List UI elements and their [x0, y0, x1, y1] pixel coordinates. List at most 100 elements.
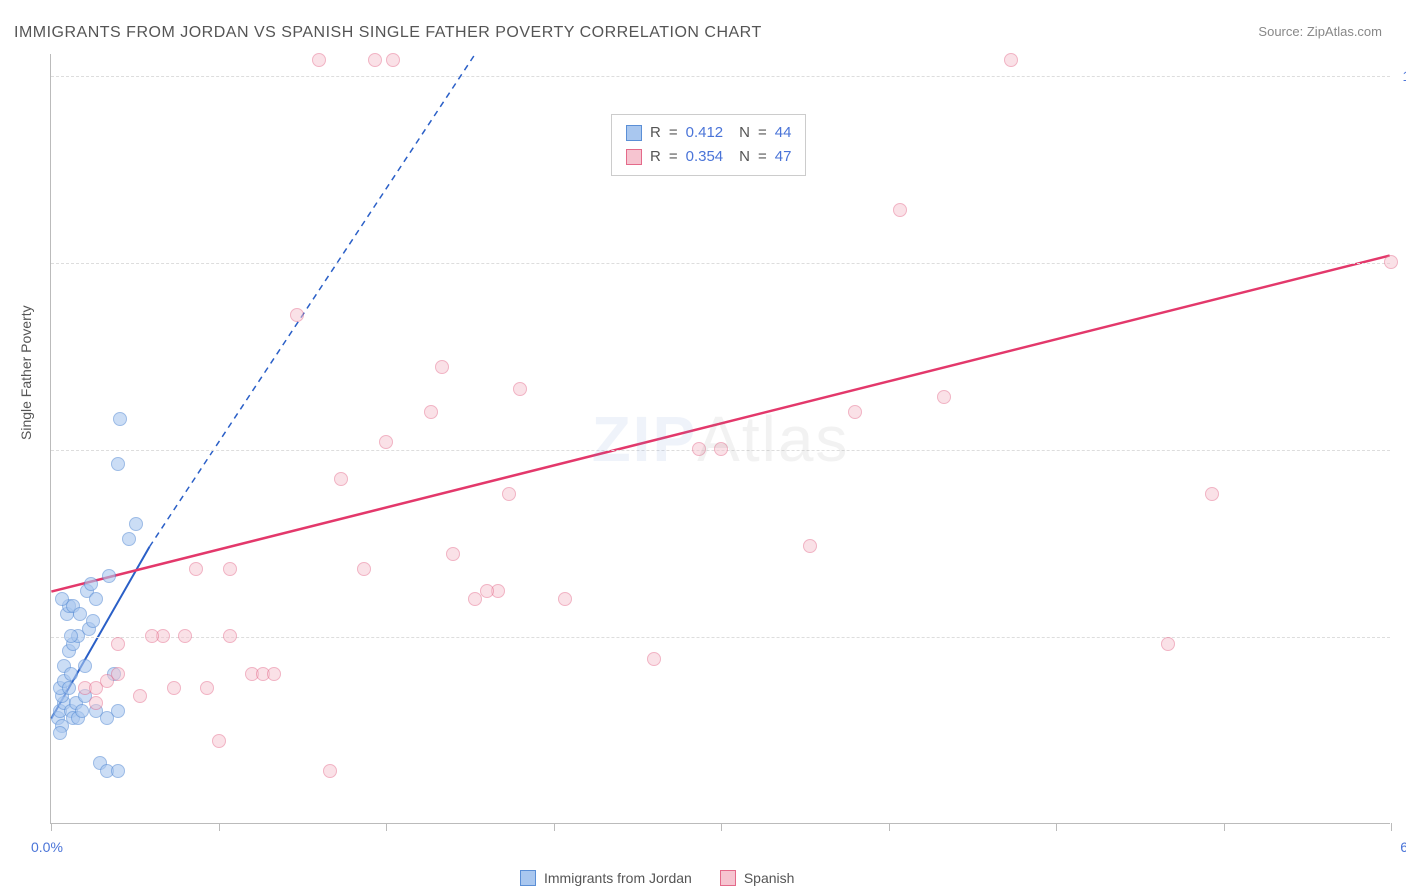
source-attribution: Source: ZipAtlas.com — [1258, 24, 1382, 39]
scatter-point — [64, 667, 78, 681]
scatter-point — [189, 562, 203, 576]
eq-sign: = — [669, 121, 678, 145]
scatter-point — [78, 659, 92, 673]
n-label: N — [739, 121, 750, 145]
trend-line — [51, 256, 1389, 592]
legend-label-2: Spanish — [744, 870, 795, 886]
eq-sign: = — [758, 121, 767, 145]
legend-item-2: Spanish — [720, 870, 795, 886]
scatter-point — [1004, 53, 1018, 67]
scatter-point — [111, 457, 125, 471]
gridline-h — [51, 637, 1390, 638]
scatter-point — [1205, 487, 1219, 501]
scatter-point — [267, 667, 281, 681]
x-tick — [889, 823, 890, 831]
scatter-point — [692, 442, 706, 456]
scatter-point — [122, 532, 136, 546]
scatter-point — [368, 53, 382, 67]
scatter-point — [167, 681, 181, 695]
legend-label-1: Immigrants from Jordan — [544, 870, 692, 886]
scatter-point — [133, 689, 147, 703]
scatter-point — [200, 681, 214, 695]
swatch-series-1-bottom — [520, 870, 536, 886]
scatter-point — [848, 405, 862, 419]
scatter-point — [480, 584, 494, 598]
scatter-point — [1384, 255, 1398, 269]
x-tick — [554, 823, 555, 831]
scatter-point — [102, 569, 116, 583]
swatch-series-1 — [626, 125, 642, 141]
scatter-point — [1161, 637, 1175, 651]
y-tick-label: 100.0% — [1403, 68, 1406, 84]
r-value-2: 0.354 — [686, 145, 724, 169]
scatter-point — [502, 487, 516, 501]
gridline-h — [51, 263, 1390, 264]
gridline-h — [51, 76, 1390, 77]
scatter-point — [64, 629, 78, 643]
plot-area: ZIPAtlas R = 0.412 N = 44 R = 0.354 N = … — [50, 54, 1390, 824]
scatter-point — [424, 405, 438, 419]
x-tick — [51, 823, 52, 831]
scatter-point — [290, 308, 304, 322]
scatter-point — [84, 577, 98, 591]
scatter-point — [111, 637, 125, 651]
scatter-point — [223, 562, 237, 576]
scatter-point — [89, 592, 103, 606]
scatter-point — [62, 681, 76, 695]
scatter-point — [714, 442, 728, 456]
scatter-point — [334, 472, 348, 486]
n-value-2: 47 — [775, 145, 792, 169]
scatter-point — [323, 764, 337, 778]
scatter-point — [111, 704, 125, 718]
swatch-series-2 — [626, 149, 642, 165]
scatter-point — [386, 53, 400, 67]
y-axis-title: Single Father Poverty — [18, 305, 34, 440]
x-tick — [1056, 823, 1057, 831]
scatter-point — [75, 704, 89, 718]
scatter-point — [73, 607, 87, 621]
x-tick — [1224, 823, 1225, 831]
scatter-point — [113, 412, 127, 426]
x-tick — [219, 823, 220, 831]
scatter-point — [803, 539, 817, 553]
scatter-point — [53, 726, 67, 740]
legend-bottom: Immigrants from Jordan Spanish — [520, 870, 794, 886]
x-axis-max-label: 60.0% — [1400, 839, 1406, 855]
scatter-point — [129, 517, 143, 531]
n-label: N — [739, 145, 750, 169]
scatter-point — [937, 390, 951, 404]
scatter-point — [893, 203, 907, 217]
scatter-point — [513, 382, 527, 396]
source-label: Source: — [1258, 24, 1303, 39]
swatch-series-2-bottom — [720, 870, 736, 886]
scatter-point — [111, 667, 125, 681]
scatter-point — [647, 652, 661, 666]
r-value-1: 0.412 — [686, 121, 724, 145]
scatter-point — [86, 614, 100, 628]
scatter-point — [558, 592, 572, 606]
scatter-point — [435, 360, 449, 374]
scatter-point — [446, 547, 460, 561]
x-tick — [721, 823, 722, 831]
x-axis-min-label: 0.0% — [31, 839, 63, 855]
scatter-point — [357, 562, 371, 576]
scatter-point — [212, 734, 226, 748]
eq-sign: = — [669, 145, 678, 169]
trend-line-extrapolated — [150, 54, 476, 547]
scatter-point — [111, 764, 125, 778]
chart-title: IMMIGRANTS FROM JORDAN VS SPANISH SINGLE… — [14, 24, 762, 42]
r-label: R — [650, 145, 661, 169]
scatter-point — [312, 53, 326, 67]
r-label: R — [650, 121, 661, 145]
legend-stats: R = 0.412 N = 44 R = 0.354 N = 47 — [611, 114, 806, 176]
legend-item-1: Immigrants from Jordan — [520, 870, 692, 886]
scatter-point — [178, 629, 192, 643]
eq-sign: = — [758, 145, 767, 169]
scatter-point — [89, 696, 103, 710]
legend-stats-row-2: R = 0.354 N = 47 — [626, 145, 791, 169]
scatter-point — [379, 435, 393, 449]
n-value-1: 44 — [775, 121, 792, 145]
x-tick — [386, 823, 387, 831]
legend-stats-row-1: R = 0.412 N = 44 — [626, 121, 791, 145]
x-tick — [1391, 823, 1392, 831]
